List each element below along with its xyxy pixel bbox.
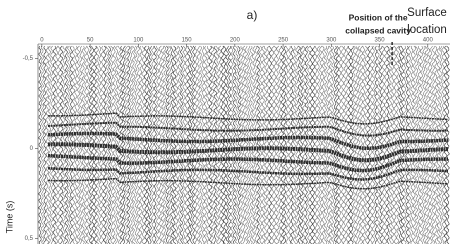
x-tick-label: 100 <box>133 38 144 44</box>
surface-label: Surface <box>407 7 447 19</box>
y-tick-label: -0,5 <box>23 56 34 62</box>
cavity-label: collapsed cavity <box>345 25 411 35</box>
y-axis-label: Time (s) <box>4 201 14 234</box>
x-tick-label: 150 <box>182 38 193 44</box>
figure: 050100150200250300350400-0,500,5 a) Time… <box>0 0 456 244</box>
x-tick-label: 400 <box>423 38 434 44</box>
y-tick-label: 0,5 <box>25 236 34 242</box>
x-tick-label: 350 <box>375 38 386 44</box>
surface-label: location <box>407 24 447 36</box>
x-tick-label: 200 <box>230 38 241 44</box>
panel-label: a) <box>247 8 258 22</box>
x-tick-label: 300 <box>326 38 337 44</box>
page: 050100150200250300350400-0,500,5 a) Time… <box>0 0 456 244</box>
x-tick-label: 50 <box>87 38 94 44</box>
cavity-label: Position of the <box>349 12 408 22</box>
x-tick-label: 250 <box>278 38 289 44</box>
